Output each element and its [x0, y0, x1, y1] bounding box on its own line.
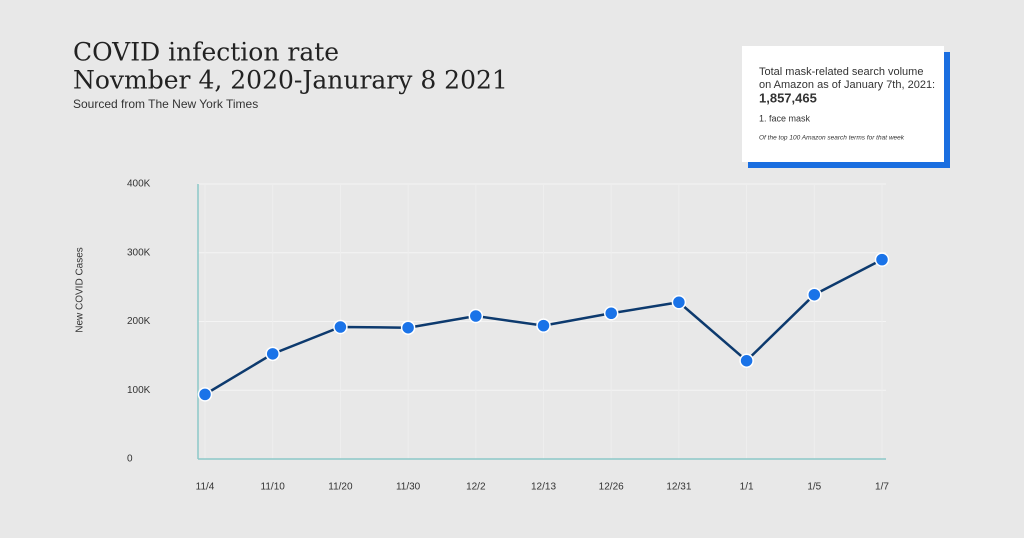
chart-title: COVID infection rate [73, 38, 339, 67]
x-tick-label: 12/13 [531, 482, 556, 493]
chart-title: Novmber 4, 2020-Janurary 8 2021 [73, 66, 508, 95]
marker [874, 252, 890, 267]
x-tick-label: 11/10 [261, 482, 286, 493]
x-tick-label: 1/7 [875, 482, 889, 493]
y-tick-label: 0 [127, 454, 133, 465]
info-item: 1. face mask [759, 113, 811, 123]
marker [400, 320, 416, 335]
info-text: Total mask-related search volume [759, 66, 923, 78]
x-tick-label: 11/30 [396, 482, 421, 493]
marker [671, 295, 687, 310]
x-tick-label: 1/5 [807, 482, 821, 493]
info-box [742, 46, 944, 162]
x-tick-label: 1/1 [740, 482, 754, 493]
marker [468, 308, 484, 324]
x-tick-label: 11/4 [196, 482, 215, 493]
x-tick-label: 11/20 [328, 482, 353, 493]
info-text: on Amazon as of January 7th, 2021: [759, 79, 935, 91]
info-note: Of the top 100 Amazon search terms for t… [759, 135, 905, 142]
x-tick-label: 12/26 [599, 482, 624, 493]
marker [603, 306, 619, 321]
y-tick-label: 400K [127, 179, 151, 190]
plot: 0 100K 200K 300K 400K 11/4 11/10 11/20 11/30 12/2… [127, 179, 889, 493]
y-tick-label: 100K [127, 385, 151, 396]
marker [536, 318, 551, 333]
x-tick-label: 12/31 [666, 482, 691, 493]
marker [333, 319, 348, 335]
marker [265, 346, 280, 362]
marker [197, 387, 213, 402]
info-total: 1,857,465 [759, 90, 817, 105]
y-tick-label: 200K [127, 316, 151, 327]
x-tick-label: 12/2 [466, 482, 486, 493]
y-tick-label: 300K [127, 247, 151, 258]
chart-subtitle: Sourced from The New York Times [73, 97, 258, 111]
marker [739, 353, 754, 368]
y-axis-label: New COVID Cases [75, 247, 86, 333]
marker [807, 287, 822, 302]
